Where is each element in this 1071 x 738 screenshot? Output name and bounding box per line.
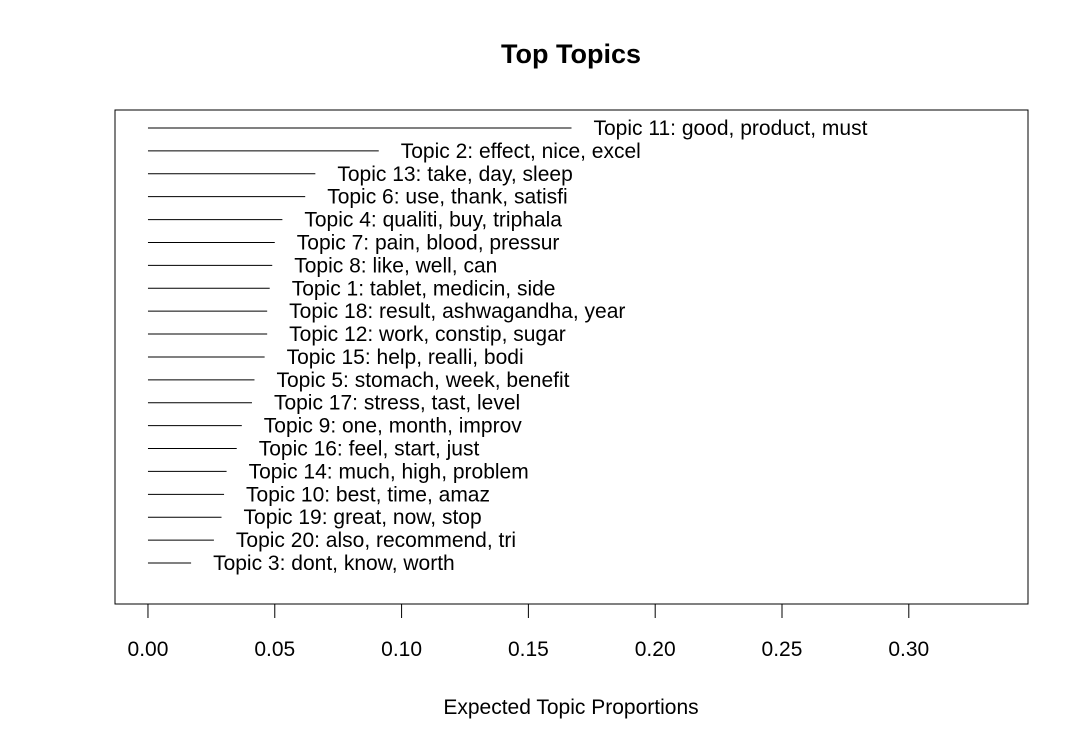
- x-tick-label: 0.00: [128, 638, 169, 661]
- x-tick-label: 0.20: [635, 638, 676, 661]
- topic-label: Topic 10: best, time, amaz: [246, 483, 490, 506]
- topic-label: Topic 7: pain, blood, pressur: [297, 231, 560, 254]
- x-tick-label: 0.25: [762, 638, 803, 661]
- topic-label: Topic 16: feel, start, just: [259, 438, 480, 461]
- topic-label: Topic 12: work, constip, sugar: [289, 323, 566, 346]
- topic-label: Topic 8: like, well, can: [294, 254, 497, 277]
- x-tick-label: 0.30: [888, 638, 929, 661]
- topic-label: Topic 1: tablet, medicin, side: [292, 277, 556, 300]
- topic-label: Topic 19: great, now, stop: [244, 506, 482, 529]
- topic-label: Topic 6: use, thank, satisfi: [327, 186, 567, 209]
- topic-label: Topic 5: stomach, week, benefit: [276, 369, 569, 392]
- x-axis: 0.00 0.05 0.10 0.15 0.20 0.25 0.30: [128, 603, 929, 661]
- topic-label: Topic 20: also, recommend, tri: [236, 529, 516, 552]
- topic-label: Topic 4: qualiti, buy, triphala: [304, 209, 562, 232]
- topic-label: Topic 14: much, high, problem: [249, 460, 529, 483]
- topic-label: Topic 11: good, product, must: [594, 117, 868, 140]
- topic-label: Topic 17: stress, tast, level: [274, 392, 520, 415]
- topic-label: Topic 15: help, realli, bodi: [287, 346, 524, 369]
- topic-label: Topic 2: effect, nice, excel: [401, 140, 641, 163]
- x-axis-label: Expected Topic Proportions: [443, 696, 698, 719]
- topic-label: Topic 13: take, day, sleep: [337, 163, 572, 186]
- x-tick-label: 0.10: [381, 638, 422, 661]
- topic-label: Topic 9: one, month, improv: [264, 415, 522, 438]
- x-tick-label: 0.15: [508, 638, 549, 661]
- chart-title: Top Topics: [501, 39, 641, 69]
- topic-label: Topic 18: result, ashwagandha, year: [289, 300, 625, 323]
- topic-label: Topic 3: dont, know, worth: [213, 552, 455, 575]
- x-tick-label: 0.05: [254, 638, 295, 661]
